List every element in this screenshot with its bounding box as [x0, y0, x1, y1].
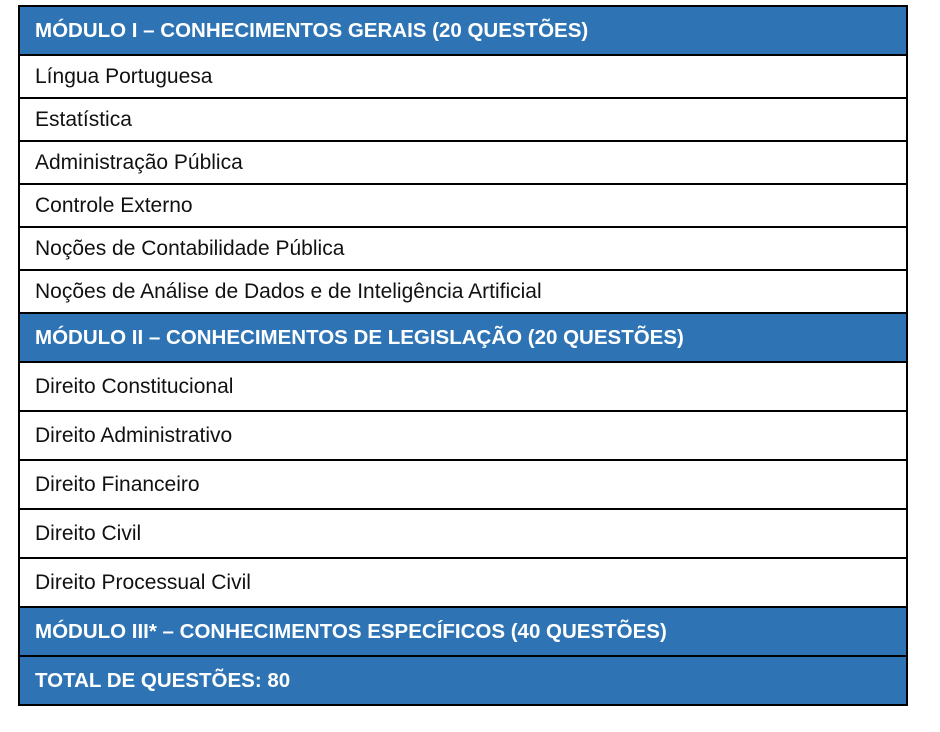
subject: Direito Processual Civil — [18, 557, 908, 608]
table-row: Direito Financeiro — [18, 459, 908, 510]
subject: Língua Portuguesa — [18, 54, 908, 99]
module-header: MÓDULO III* – CONHECIMENTOS ESPECÍFICOS … — [18, 606, 908, 657]
module-1-title: MÓDULO I – CONHECIMENTOS GERAIS (20 QUES… — [18, 5, 908, 56]
exam-modules-table: MÓDULO I – CONHECIMENTOS GERAIS (20 QUES… — [18, 5, 908, 706]
module-3-title: MÓDULO III* – CONHECIMENTOS ESPECÍFICOS … — [18, 606, 908, 657]
module-header: MÓDULO II – CONHECIMENTOS DE LEGISLAÇÃO … — [18, 312, 908, 363]
module-2-title: MÓDULO II – CONHECIMENTOS DE LEGISLAÇÃO … — [18, 312, 908, 363]
subject: Direito Constitucional — [18, 361, 908, 412]
table-row: Direito Constitucional — [18, 361, 908, 412]
module-header: MÓDULO I – CONHECIMENTOS GERAIS (20 QUES… — [18, 5, 908, 56]
subject: Administração Pública — [18, 140, 908, 185]
subject: Controle Externo — [18, 183, 908, 228]
subject: Direito Financeiro — [18, 459, 908, 510]
total-questions: TOTAL DE QUESTÕES: 80 — [18, 655, 908, 706]
table-row: Administração Pública — [18, 140, 908, 185]
table-row: Noções de Análise de Dados e de Inteligê… — [18, 269, 908, 314]
subject: Direito Civil — [18, 508, 908, 559]
subject: Direito Administrativo — [18, 410, 908, 461]
table-row: Direito Processual Civil — [18, 557, 908, 608]
total-row: TOTAL DE QUESTÕES: 80 — [18, 655, 908, 706]
subject: Noções de Contabilidade Pública — [18, 226, 908, 271]
table-row: Noções de Contabilidade Pública — [18, 226, 908, 271]
table-row: Controle Externo — [18, 183, 908, 228]
subject: Noções de Análise de Dados e de Inteligê… — [18, 269, 908, 314]
table-row: Língua Portuguesa — [18, 54, 908, 99]
table-row: Direito Administrativo — [18, 410, 908, 461]
table-row: Estatística — [18, 97, 908, 142]
subject: Estatística — [18, 97, 908, 142]
table-row: Direito Civil — [18, 508, 908, 559]
